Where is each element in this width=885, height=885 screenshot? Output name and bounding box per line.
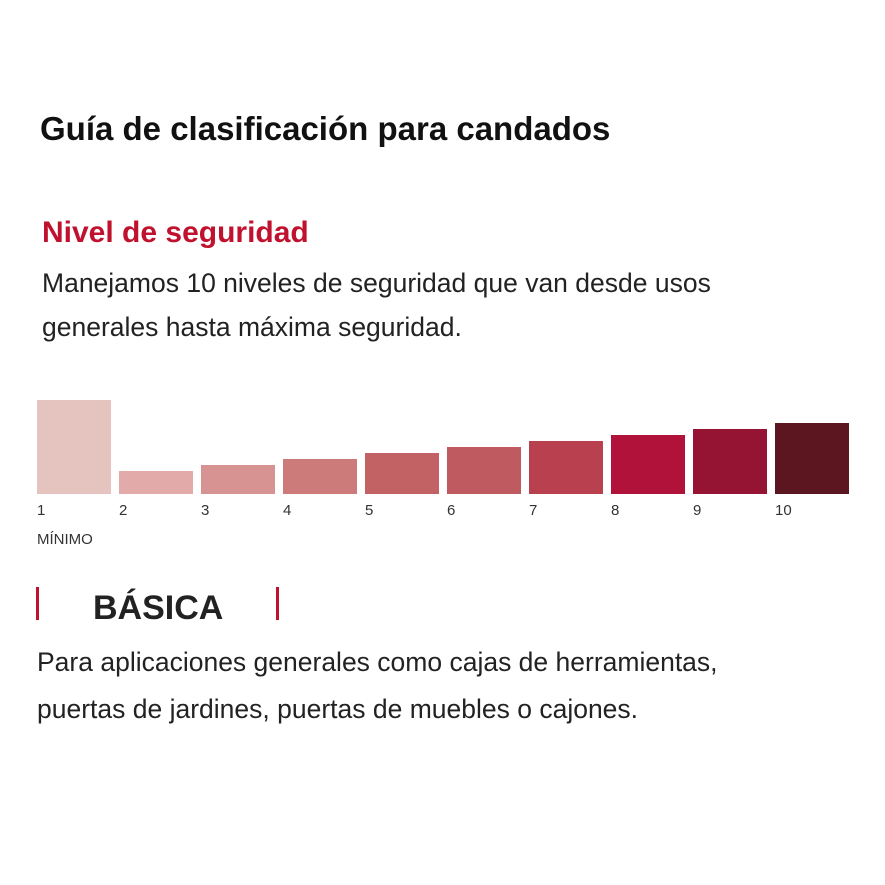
level-bar	[447, 447, 521, 494]
section-heading: Nivel de seguridad	[42, 216, 309, 249]
level-bar	[365, 453, 439, 494]
level-label: 7	[529, 502, 537, 519]
level-label: 4	[283, 502, 291, 519]
divider	[276, 587, 279, 620]
level-bar	[611, 435, 685, 494]
divider	[36, 587, 39, 620]
level-label: 1	[37, 502, 45, 519]
level-label: 10	[775, 502, 792, 519]
section-text: generales hasta máxima seguridad.	[42, 312, 462, 342]
category-text: Para aplicaciones generales como cajas d…	[37, 647, 718, 677]
title: Guía de clasificación para candados	[40, 110, 610, 147]
category-name: BÁSICA	[93, 589, 223, 627]
level-label: 2	[119, 502, 127, 519]
level-bar	[693, 429, 767, 494]
level-scale: 1 2 3 4 5 6 7 8 9 10	[37, 400, 849, 519]
min-label: MÍNIMO	[37, 531, 93, 548]
level-bar	[119, 471, 193, 494]
level-label: 6	[447, 502, 455, 519]
section-text: Manejamos 10 niveles de seguridad que va…	[42, 268, 711, 298]
level-bar	[37, 400, 111, 494]
level-label: 5	[365, 502, 373, 519]
level-bar	[529, 441, 603, 494]
level-bar	[775, 423, 849, 494]
category-text: puertas de jardines, puertas de muebles …	[37, 694, 638, 724]
level-label: 3	[201, 502, 209, 519]
level-bar	[201, 465, 275, 494]
level-label: 9	[693, 502, 701, 519]
level-label: 8	[611, 502, 619, 519]
level-bar	[283, 459, 357, 494]
